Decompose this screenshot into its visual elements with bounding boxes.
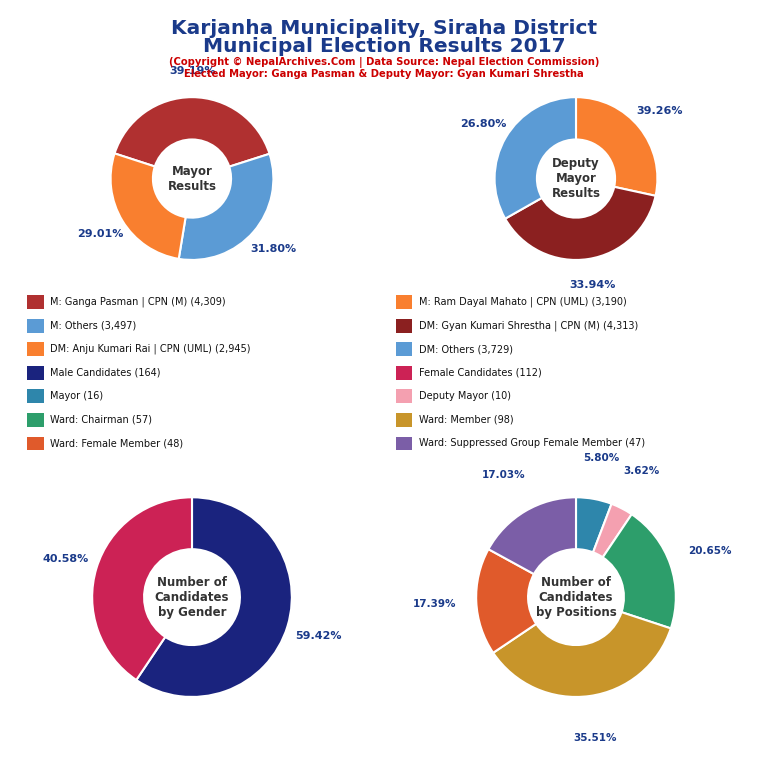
Wedge shape: [179, 154, 273, 260]
Text: Number of
Candidates
by Gender: Number of Candidates by Gender: [154, 576, 230, 618]
Text: Deputy
Mayor
Results: Deputy Mayor Results: [551, 157, 601, 200]
Text: M: Ganga Pasman | CPN (M) (4,309): M: Ganga Pasman | CPN (M) (4,309): [50, 297, 226, 307]
Text: 17.39%: 17.39%: [412, 598, 456, 608]
Text: DM: Anju Kumari Rai | CPN (UML) (2,945): DM: Anju Kumari Rai | CPN (UML) (2,945): [50, 344, 250, 355]
Text: (Copyright © NepalArchives.Com | Data Source: Nepal Election Commission): (Copyright © NepalArchives.Com | Data So…: [169, 57, 599, 68]
Text: Ward: Chairman (57): Ward: Chairman (57): [50, 415, 152, 425]
Text: Karjanha Municipality, Siraha District: Karjanha Municipality, Siraha District: [171, 19, 597, 38]
Text: 33.94%: 33.94%: [569, 280, 615, 290]
Text: M: Others (3,497): M: Others (3,497): [50, 321, 136, 331]
Text: DM: Others (3,729): DM: Others (3,729): [419, 344, 512, 354]
Text: Ward: Suppressed Group Female Member (47): Ward: Suppressed Group Female Member (47…: [419, 439, 644, 449]
Text: 59.42%: 59.42%: [295, 631, 341, 641]
Text: DM: Gyan Kumari Shrestha | CPN (M) (4,313): DM: Gyan Kumari Shrestha | CPN (M) (4,31…: [419, 320, 637, 331]
Wedge shape: [495, 97, 576, 219]
Text: 26.80%: 26.80%: [460, 120, 506, 130]
Wedge shape: [111, 154, 186, 259]
Text: Mayor
Results: Mayor Results: [167, 164, 217, 193]
Text: Female Candidates (112): Female Candidates (112): [419, 368, 541, 378]
Text: 17.03%: 17.03%: [482, 470, 525, 480]
Text: 35.51%: 35.51%: [574, 733, 617, 743]
Text: 40.58%: 40.58%: [43, 554, 89, 564]
Text: Elected Mayor: Ganga Pasman & Deputy Mayor: Gyan Kumari Shrestha: Elected Mayor: Ganga Pasman & Deputy May…: [184, 69, 584, 79]
Wedge shape: [505, 187, 656, 260]
Text: Ward: Member (98): Ward: Member (98): [419, 415, 513, 425]
Text: Deputy Mayor (10): Deputy Mayor (10): [419, 392, 511, 402]
Text: 39.26%: 39.26%: [637, 106, 683, 116]
Text: Ward: Female Member (48): Ward: Female Member (48): [50, 439, 183, 449]
Wedge shape: [576, 97, 657, 196]
Text: Mayor (16): Mayor (16): [50, 392, 103, 402]
Text: 31.80%: 31.80%: [250, 243, 296, 254]
Text: 20.65%: 20.65%: [688, 546, 732, 556]
Wedge shape: [493, 612, 670, 697]
Text: 39.19%: 39.19%: [169, 66, 216, 76]
Wedge shape: [136, 498, 292, 697]
Text: 5.80%: 5.80%: [584, 452, 620, 462]
Wedge shape: [576, 498, 611, 552]
Text: Number of
Candidates
by Positions: Number of Candidates by Positions: [535, 576, 617, 618]
Wedge shape: [603, 515, 676, 628]
Wedge shape: [114, 98, 270, 167]
Text: Municipal Election Results 2017: Municipal Election Results 2017: [203, 37, 565, 56]
Wedge shape: [476, 549, 536, 653]
Text: Male Candidates (164): Male Candidates (164): [50, 368, 161, 378]
Wedge shape: [593, 504, 632, 558]
Wedge shape: [92, 498, 192, 680]
Wedge shape: [488, 497, 576, 574]
Text: M: Ram Dayal Mahato | CPN (UML) (3,190): M: Ram Dayal Mahato | CPN (UML) (3,190): [419, 297, 627, 307]
Text: 3.62%: 3.62%: [623, 466, 660, 476]
Text: 29.01%: 29.01%: [77, 230, 124, 240]
